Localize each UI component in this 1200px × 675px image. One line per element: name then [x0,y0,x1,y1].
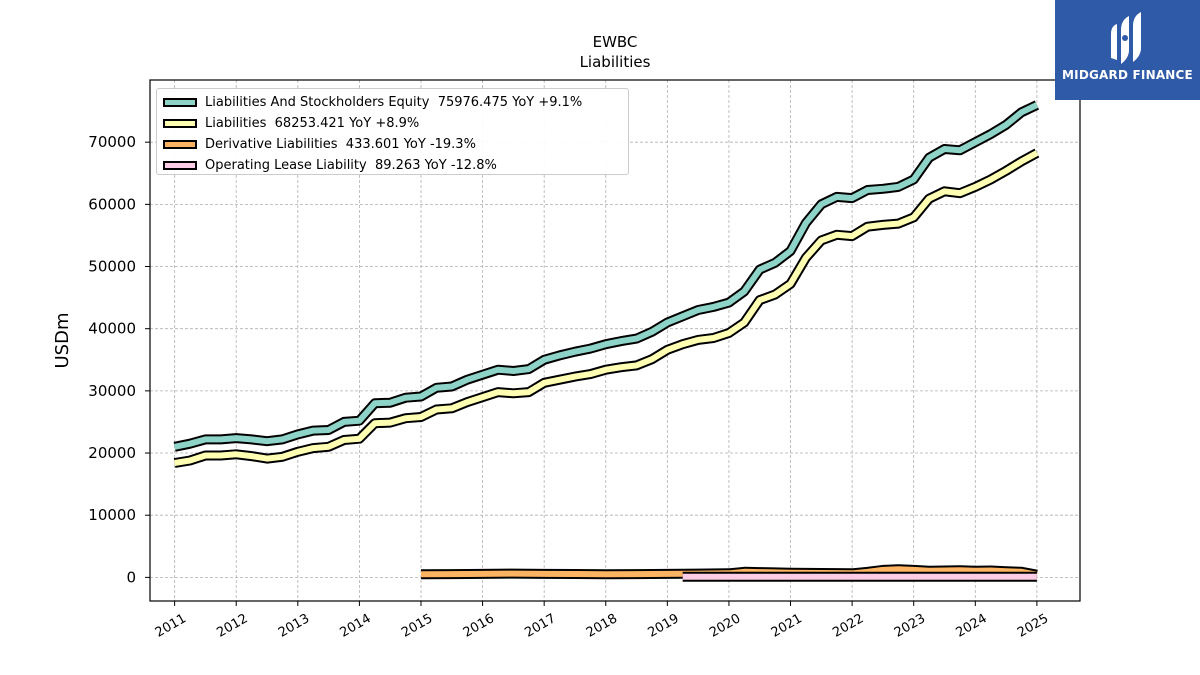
legend-swatch [163,119,197,128]
y-tick-label: 60000 [88,195,136,213]
legend-label: Liabilities 68253.421 YoY +8.9% [205,116,420,131]
y-axis-label: USDm [52,313,73,369]
x-tick-label: 2019 [646,611,682,641]
x-tick-label: 2013 [276,611,312,641]
series-line-liabilities-and-stockholders-equity [174,102,1039,450]
x-tick-label: 2011 [153,611,189,641]
x-tick-label: 2022 [830,611,866,641]
x-tick-label: 2016 [461,611,497,641]
logo-mark-icon [1111,12,1141,64]
x-tick-label: 2023 [892,611,928,641]
legend-label: Liabilities And Stockholders Equity 7597… [205,95,583,110]
y-tick-label: 0 [126,568,136,586]
legend-swatch [163,98,197,107]
series-layer [173,100,1040,582]
brand-logo: MIDGARD FINANCE [1055,0,1200,100]
legend-item-equity: Liabilities And Stockholders Equity 7597… [163,92,622,113]
logo-text: MIDGARD FINANCE [1062,68,1193,82]
legend: Liabilities And Stockholders Equity 7597… [156,88,629,175]
legend-label: Derivative Liabilities 433.601 YoY -19.3… [205,137,476,152]
y-tick-label: 10000 [88,506,136,524]
y-tick-label: 30000 [88,382,136,400]
y-tick-label: 20000 [88,444,136,462]
legend-swatch [163,161,197,170]
y-tick-label: 70000 [88,133,136,151]
y-tick-label: 40000 [88,320,136,338]
plot-frame [149,79,1081,602]
x-tick-label: 2025 [1015,611,1051,641]
x-tick-label: 2018 [584,611,620,641]
series-line-liabilities [174,150,1039,466]
x-tick-label: 2024 [953,611,989,641]
x-tick-label: 2012 [214,611,250,641]
legend-label: Operating Lease Liability 89.263 YoY -12… [205,158,497,173]
legend-swatch [163,140,197,149]
chart-subtitle: Liabilities [579,53,651,71]
y-tick-label: 50000 [88,258,136,276]
legend-item-lease: Operating Lease Liability 89.263 YoY -12… [163,155,622,176]
x-tick-label: 2021 [769,611,805,641]
x-tick-label: 2020 [707,611,743,641]
x-tick-label: 2015 [399,611,435,641]
legend-item-derivative: Derivative Liabilities 433.601 YoY -19.3… [163,134,622,155]
axis-ticks: 0 10000 20000 30000 40000 50000 60000 70000 2011… [88,133,1051,641]
x-tick-label: 2017 [522,611,558,641]
x-tick-label: 2014 [338,611,374,641]
chart-title: EWBC [592,33,638,51]
legend-item-liabilities: Liabilities 68253.421 YoY +8.9% [163,113,622,134]
